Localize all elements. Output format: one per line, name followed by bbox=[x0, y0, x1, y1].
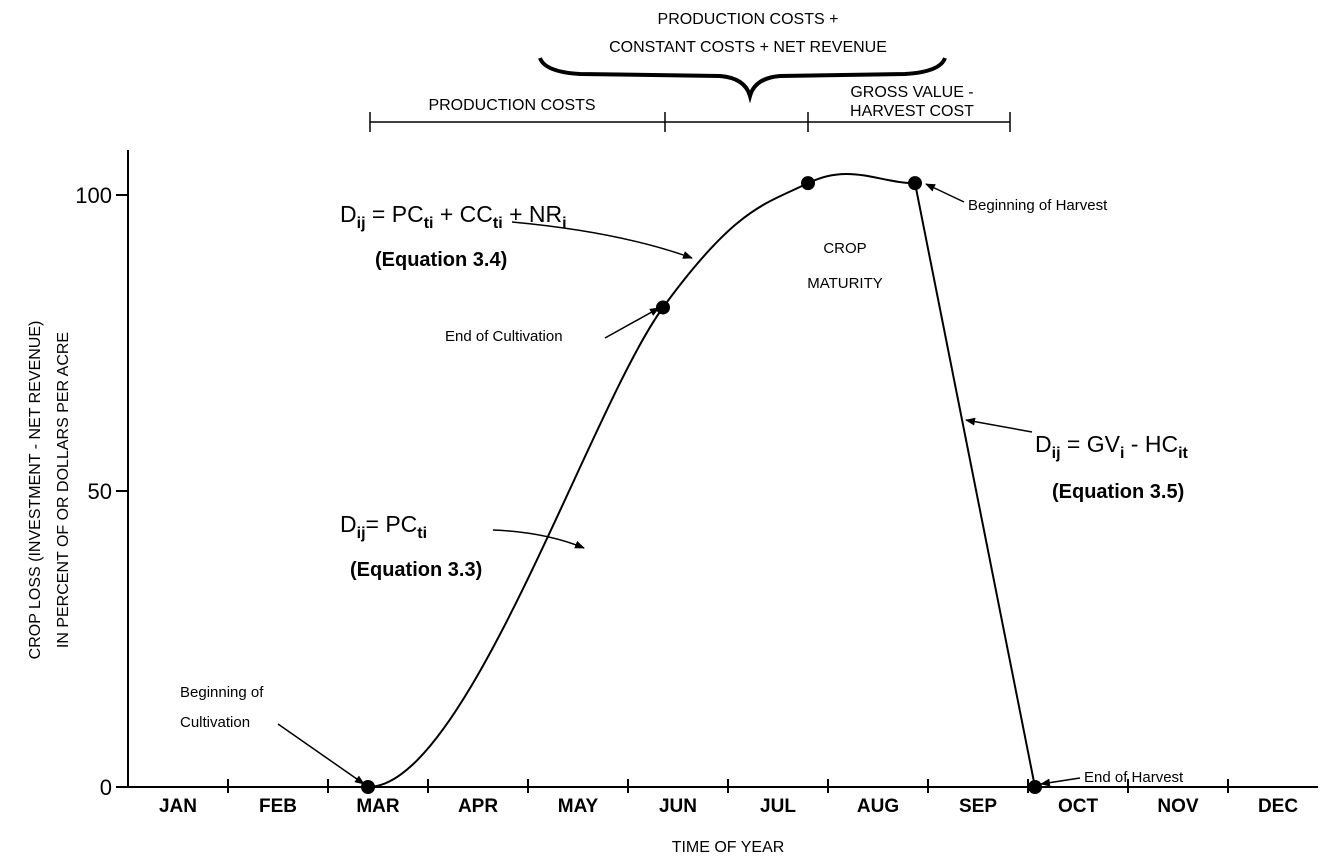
equation-subscript: ti bbox=[417, 525, 427, 542]
equation-subscript: ij bbox=[1052, 445, 1061, 462]
equation-subscript: ij bbox=[357, 525, 366, 542]
point bbox=[908, 176, 922, 191]
equation-text: = PC bbox=[366, 511, 418, 537]
point bbox=[801, 176, 815, 191]
spans bbox=[369, 57, 1011, 132]
annotation: Cultivation bbox=[180, 714, 250, 731]
x-tick-label: JUL bbox=[760, 796, 796, 817]
brace bbox=[538, 57, 947, 104]
equation-subscript: it bbox=[1178, 445, 1188, 462]
y-axis-label: CROP LOSS (INVESTMENT - NET REVENUE) bbox=[27, 321, 44, 660]
annotation: Beginning of Harvest bbox=[968, 197, 1108, 214]
x-tick-label: AUG bbox=[857, 796, 899, 817]
x-tick-label: SEP bbox=[959, 796, 997, 817]
equation-text: D bbox=[340, 511, 357, 537]
point bbox=[361, 780, 375, 794]
equation-text: + NR bbox=[503, 201, 562, 227]
equation-name: (Equation 3.4) bbox=[375, 249, 507, 271]
annotation: End of Harvest bbox=[1084, 769, 1184, 786]
arrow bbox=[277, 723, 365, 785]
arrow bbox=[604, 307, 660, 339]
span-label: PRODUCTION COSTS bbox=[428, 97, 595, 114]
equation-subscript: ti bbox=[424, 215, 434, 232]
annotation: MATURITY bbox=[807, 275, 883, 292]
arrow bbox=[925, 183, 965, 203]
x-axis-label: TIME OF YEAR bbox=[672, 839, 785, 856]
x-tick-label: MAR bbox=[356, 796, 400, 817]
equation: Dij = PCti + CCti + NRi bbox=[340, 201, 567, 232]
point bbox=[656, 300, 670, 315]
equation-subscript: i bbox=[562, 215, 566, 232]
annotation-arrows bbox=[277, 183, 1081, 787]
x-tick-label: DEC bbox=[1258, 796, 1298, 817]
arrow bbox=[511, 221, 693, 259]
y-tick-label: 100 bbox=[75, 183, 112, 208]
equation-name: (Equation 3.3) bbox=[350, 559, 482, 581]
annotation: Beginning of bbox=[180, 684, 264, 701]
equation: Dij= PCti bbox=[340, 511, 427, 542]
equation-subscript: i bbox=[1120, 445, 1124, 462]
equation-name: (Equation 3.5) bbox=[1052, 481, 1184, 503]
x-tick-label: JAN bbox=[159, 796, 197, 817]
equation: Dij = GVi - HCit bbox=[1035, 431, 1189, 462]
equation-subscript: ij bbox=[357, 215, 366, 232]
equation-text: = GV bbox=[1061, 431, 1121, 457]
brace-label: PRODUCTION COSTS + bbox=[658, 11, 839, 28]
point bbox=[1028, 780, 1042, 794]
x-tick-label: FEB bbox=[259, 796, 297, 817]
x-tick-label: MAY bbox=[558, 796, 599, 817]
y-axis-label: IN PERCENT OF OR DOLLARS PER ACRE bbox=[55, 332, 72, 648]
span-label: HARVEST COST bbox=[850, 103, 974, 120]
y-tick-label: 0 bbox=[100, 775, 112, 800]
annotation: CROP bbox=[823, 240, 866, 257]
arrow bbox=[965, 417, 1033, 433]
x-tick-label: JUN bbox=[659, 796, 697, 817]
equation-text: D bbox=[340, 201, 357, 227]
arrow bbox=[1040, 777, 1081, 787]
y-tick-label: 50 bbox=[88, 479, 112, 504]
x-tick-label: APR bbox=[458, 796, 498, 817]
equation-text: D bbox=[1035, 431, 1052, 457]
x-tick-label: OCT bbox=[1058, 796, 1099, 817]
equation-text: + CC bbox=[433, 201, 492, 227]
brace-label: CONSTANT COSTS + NET REVENUE bbox=[609, 39, 887, 56]
equation-text: = PC bbox=[366, 201, 424, 227]
equation-subscript: ti bbox=[493, 215, 503, 232]
x-tick-label: NOV bbox=[1157, 796, 1199, 817]
line bbox=[367, 173, 1036, 788]
arrow bbox=[492, 529, 585, 549]
annotation: End of Cultivation bbox=[445, 328, 563, 345]
span-lines bbox=[369, 112, 1011, 132]
span-label: GROSS VALUE - bbox=[850, 84, 973, 101]
equation-text: - HC bbox=[1124, 431, 1178, 457]
